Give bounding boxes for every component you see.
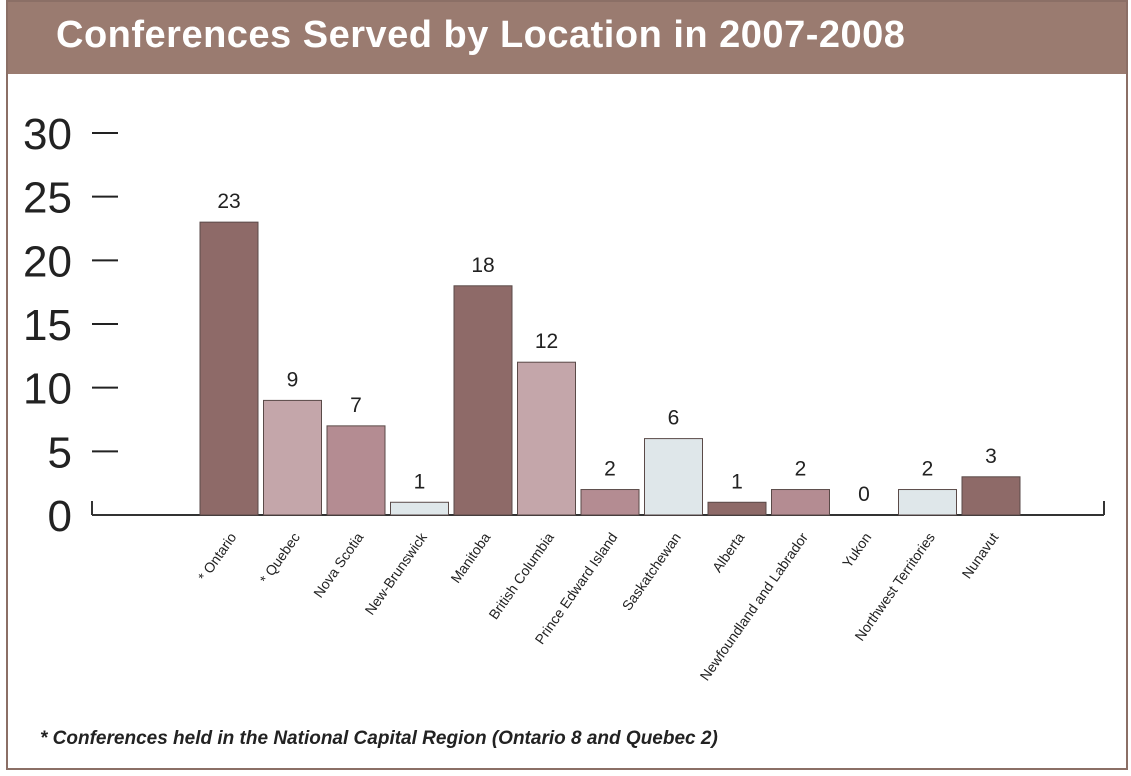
x-tick-label: Saskatchewan: [619, 530, 684, 614]
bar-5: [518, 362, 576, 515]
y-tick-label: 15: [23, 301, 72, 350]
bar-1: [264, 400, 322, 515]
x-tick-label: Manitoba: [447, 529, 493, 586]
value-label: 2: [604, 458, 616, 481]
y-tick-label: 10: [23, 365, 72, 414]
value-label: 1: [731, 470, 743, 493]
x-tick-label: * Ontario: [195, 529, 240, 584]
bar-6: [581, 490, 639, 515]
bar-8: [708, 502, 766, 515]
y-tick-label: 0: [48, 492, 72, 541]
x-tick-label: New-Brunswick: [362, 529, 431, 618]
x-tick-label: Nova Scotia: [310, 529, 367, 600]
bar-4: [454, 286, 512, 515]
value-label: 18: [471, 254, 494, 277]
bar-9: [772, 490, 830, 515]
bar-11: [899, 490, 957, 515]
value-label: 12: [535, 330, 558, 353]
value-label: 2: [922, 458, 934, 481]
x-tick-label: British Columbia: [485, 529, 557, 622]
bar-0: [200, 222, 258, 515]
value-label: 0: [858, 483, 870, 506]
value-label: 9: [287, 368, 299, 391]
value-label: 6: [668, 407, 680, 430]
y-tick-label: 20: [23, 237, 72, 286]
footnote: * Conferences held in the National Capit…: [40, 728, 718, 750]
x-tick-label: Alberta: [709, 529, 748, 575]
value-label: 23: [217, 190, 240, 213]
x-tick-label: Newfoundland and Labrador: [696, 529, 811, 683]
value-label: 7: [350, 394, 362, 417]
x-tick-label: * Quebec: [256, 530, 303, 587]
y-tick-label: 5: [48, 428, 72, 477]
y-tick-label: 30: [23, 110, 72, 159]
bar-12: [962, 477, 1020, 515]
value-label: 2: [795, 458, 807, 481]
x-tick-label: Yukon: [839, 530, 874, 571]
value-label: 3: [985, 445, 997, 468]
x-tick-label: Nunavut: [958, 529, 1001, 581]
bar-3: [391, 502, 449, 515]
bar-2: [327, 426, 385, 515]
value-label: 1: [414, 470, 426, 493]
y-tick-label: 25: [23, 174, 72, 223]
bar-7: [645, 439, 703, 515]
